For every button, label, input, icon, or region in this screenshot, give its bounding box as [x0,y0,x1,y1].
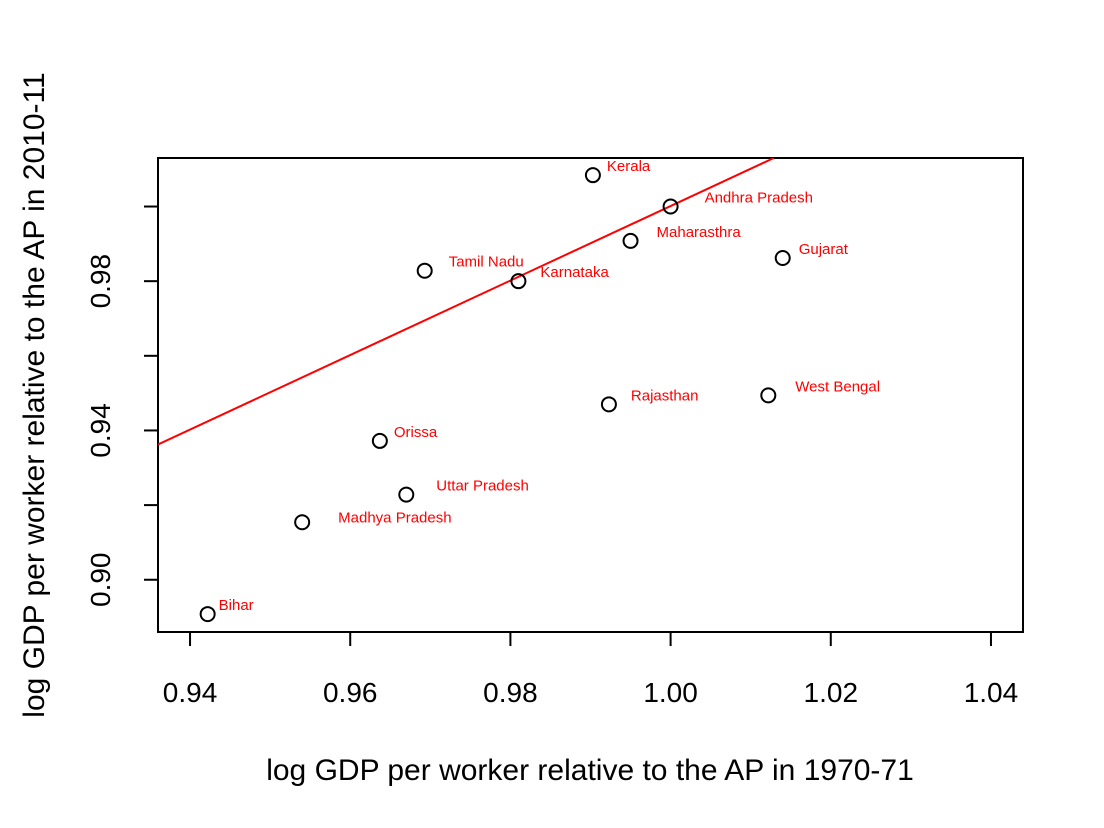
y-tick-label: 0.94 [85,403,116,458]
data-point [199,606,216,623]
data-point [294,514,311,531]
x-axis-title: log GDP per worker relative to the AP in… [266,754,914,787]
y-axis: 0.90 0.94 0.98 [85,205,159,607]
point-label: Karnataka [540,264,609,281]
plot-frame [157,157,1024,633]
point-label: Bihar [219,597,254,614]
data-point [662,198,679,215]
y-tick-label: 0.98 [85,254,116,309]
fit-line [158,158,775,446]
point-label: Andhra Pradesh [705,190,813,207]
point-label: Maharasthra [657,224,742,241]
x-tick-label: 0.98 [483,677,538,708]
point-label: Rajasthan [631,387,699,404]
x-tick-label: 0.94 [163,677,218,708]
fit-line-layer [158,158,775,446]
data-point [416,262,433,279]
point-label: Gujarat [799,241,849,258]
data-point [398,486,415,503]
point-label: Orissa [394,424,438,441]
point-label: Tamil Nadu [449,254,524,271]
point-label: Madhya Pradesh [338,509,451,526]
data-point [774,250,791,267]
data-point [622,232,639,249]
data-point [600,396,617,413]
x-tick-label: 1.04 [964,677,1019,708]
data-point [510,273,527,290]
x-tick-label: 1.02 [804,677,859,708]
points-layer: Kerala Andhra Pradesh Maharasthra Gujarat Ta… [199,158,880,623]
x-tick-label: 0.96 [323,677,378,708]
point-label: Kerala [607,158,651,175]
x-axis: 0.94 0.96 0.98 1.00 1.02 1.04 [163,631,1019,708]
data-point [371,432,388,449]
point-label: West Bengal [795,378,880,395]
data-point [760,387,777,404]
y-axis-title: log GDP per worker relative to the AP in… [18,72,51,717]
y-tick-label: 0.90 [85,552,116,607]
x-tick-label: 1.00 [643,677,698,708]
point-label: Uttar Pradesh [436,478,529,495]
data-point [584,167,601,184]
